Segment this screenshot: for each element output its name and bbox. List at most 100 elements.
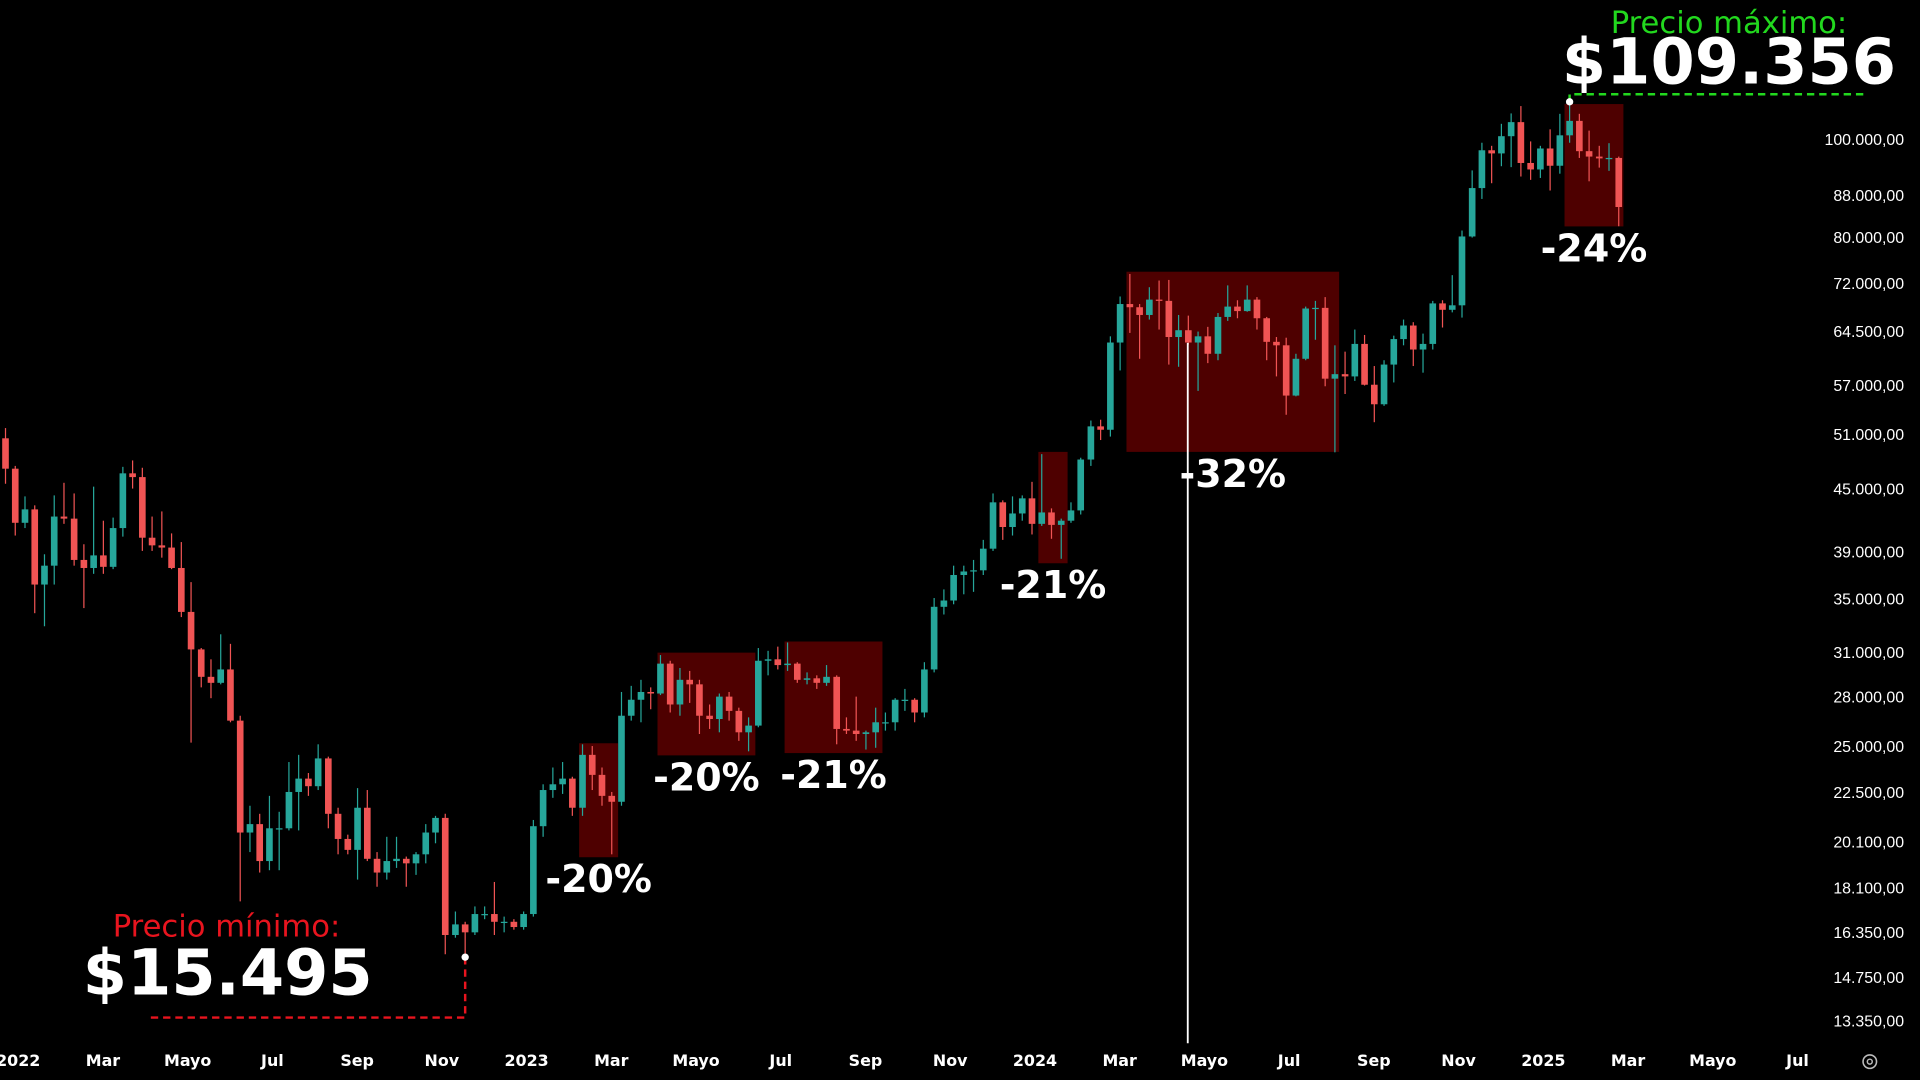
y-tick-label: 64.500,00 [1833, 324, 1904, 341]
settings-icon[interactable] [1862, 1054, 1878, 1070]
candle-body [325, 758, 332, 814]
candle-body [1400, 325, 1407, 340]
candle-body [901, 699, 909, 701]
x-tick-label: 2025 [1521, 1051, 1565, 1070]
candle-body [1018, 498, 1026, 514]
drawdown-label: -32% [1180, 452, 1287, 496]
candle-body [1380, 364, 1388, 405]
candle-body [1605, 157, 1613, 160]
x-tick-label: Mayo [1181, 1051, 1228, 1070]
candle-body [1419, 343, 1427, 350]
candle-body [295, 778, 302, 792]
drawdown-label: -20% [653, 755, 760, 799]
candle-body [852, 730, 860, 735]
candle-body [940, 600, 948, 607]
candle-body [1234, 306, 1241, 312]
candle-body [168, 547, 175, 568]
candle-body [187, 611, 195, 650]
x-tick-label: Nov [933, 1051, 968, 1070]
candle-body [500, 921, 508, 924]
y-tick-label: 35.000,00 [1833, 592, 1904, 609]
candle-body [1126, 304, 1134, 308]
x-tick-label: Mar [1611, 1051, 1646, 1070]
candle-body [50, 516, 58, 566]
x-tick-label: Sep [1357, 1051, 1391, 1070]
x-tick-label: Mar [594, 1051, 629, 1070]
candle-body [598, 774, 606, 796]
candle-body [266, 828, 273, 862]
candle-body [1253, 299, 1261, 319]
y-tick-label: 45.000,00 [1833, 482, 1904, 499]
candle-body [1507, 122, 1515, 137]
candle-body [1478, 150, 1486, 189]
candle-body [1146, 299, 1153, 315]
candle-body [158, 545, 166, 548]
candle-body [109, 528, 117, 567]
candle-body [119, 473, 127, 529]
candle-body [363, 807, 371, 859]
candle-body [637, 691, 645, 700]
candle-body [256, 824, 264, 862]
min-value: $15.495 [83, 937, 373, 1011]
candle-body [803, 678, 811, 680]
candle-body [314, 758, 322, 787]
x-tick-label: Mayo [672, 1051, 719, 1070]
drawdown-boxes [579, 104, 1624, 858]
candle-body [647, 691, 655, 694]
x-tick-label: 2024 [1013, 1051, 1057, 1070]
drawdown-label: -21% [1000, 563, 1107, 607]
candle-body [627, 699, 635, 716]
x-tick-label: Mar [1102, 1051, 1137, 1070]
candle-body [1155, 299, 1163, 301]
candle-body [354, 807, 361, 850]
candle-body [1409, 325, 1417, 350]
candle-body [745, 725, 752, 733]
candle-body [1370, 384, 1378, 405]
candle-body [90, 555, 97, 568]
candle-body [862, 732, 870, 735]
y-tick-label: 14.750,00 [1833, 970, 1904, 987]
candle-body [979, 548, 987, 571]
candle-body [930, 606, 938, 670]
overlay: -20%-20% -21%-21%-32%-24%Precio mínimo:$1… [83, 6, 1896, 1019]
candle-body [1116, 304, 1124, 343]
candle-body [1595, 156, 1603, 159]
candle-body [41, 565, 48, 585]
candle-body [1546, 148, 1554, 166]
x-tick-label: 2022 [0, 1051, 40, 1070]
candle-body [569, 778, 576, 808]
candle-body [491, 914, 498, 922]
candle-body [452, 924, 459, 936]
candle-body [139, 477, 146, 538]
candle-body [1057, 520, 1065, 525]
candle-body [285, 791, 293, 829]
drawdown-label: -21% [780, 753, 887, 797]
candle-body [970, 570, 977, 572]
candle-body [1468, 188, 1476, 237]
candle-body [217, 669, 225, 683]
candle-body [1615, 157, 1623, 208]
candle-body [207, 676, 215, 683]
candle-body [882, 722, 889, 724]
settings-core [1866, 1058, 1873, 1065]
candle-body [774, 659, 782, 666]
candle-body [80, 559, 88, 568]
candle-body [1361, 343, 1368, 385]
candle-body [549, 784, 557, 791]
candle-body [755, 660, 762, 726]
candle-body [1087, 426, 1095, 460]
candle-body [412, 854, 420, 864]
y-tick-label: 18.100,00 [1833, 880, 1904, 897]
candle-body [11, 468, 19, 523]
candle-body [510, 921, 518, 928]
candle-body [393, 858, 400, 862]
candle-body [1028, 498, 1036, 524]
x-tick-label: Mayo [1689, 1051, 1736, 1070]
candle-body [579, 754, 586, 808]
candle-body [686, 679, 694, 685]
candle-body [227, 669, 234, 721]
candle-body [530, 826, 537, 915]
candle-body [999, 502, 1007, 528]
